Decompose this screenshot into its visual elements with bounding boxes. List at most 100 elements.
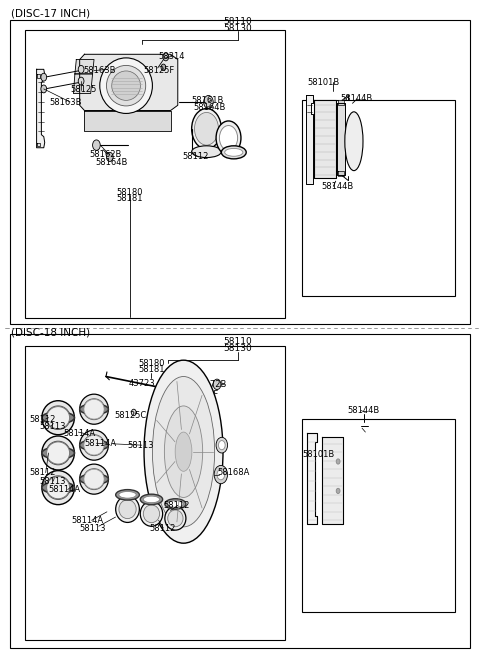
Text: 58163B: 58163B xyxy=(83,66,116,75)
Circle shape xyxy=(41,85,47,93)
Ellipse shape xyxy=(80,394,108,424)
Ellipse shape xyxy=(144,505,159,523)
Text: (DISC-17 INCH): (DISC-17 INCH) xyxy=(11,9,90,19)
Ellipse shape xyxy=(112,71,141,100)
Text: 58113: 58113 xyxy=(39,477,65,485)
Ellipse shape xyxy=(42,401,74,435)
Text: 58113: 58113 xyxy=(128,441,154,449)
Text: 58130: 58130 xyxy=(223,344,252,353)
Text: 58181: 58181 xyxy=(117,195,143,203)
Circle shape xyxy=(214,466,228,483)
Ellipse shape xyxy=(345,112,363,171)
Ellipse shape xyxy=(46,476,70,499)
Text: 58168A: 58168A xyxy=(217,468,250,477)
Text: 58144B: 58144B xyxy=(322,183,354,191)
Ellipse shape xyxy=(42,436,74,470)
Ellipse shape xyxy=(175,432,192,472)
Polygon shape xyxy=(75,60,94,74)
Polygon shape xyxy=(80,54,178,111)
Circle shape xyxy=(207,402,214,411)
Bar xyxy=(302,100,456,296)
Ellipse shape xyxy=(84,399,105,420)
Polygon shape xyxy=(337,171,344,176)
Ellipse shape xyxy=(42,471,74,504)
Circle shape xyxy=(163,53,168,61)
Bar xyxy=(10,20,470,324)
Circle shape xyxy=(218,441,225,450)
Circle shape xyxy=(93,140,100,151)
Text: 58144B: 58144B xyxy=(340,94,373,103)
Circle shape xyxy=(78,66,84,73)
Circle shape xyxy=(204,112,211,122)
Ellipse shape xyxy=(140,501,163,526)
Ellipse shape xyxy=(116,489,139,500)
Circle shape xyxy=(216,438,228,453)
Bar xyxy=(302,419,456,612)
Ellipse shape xyxy=(80,404,108,415)
Text: 58112: 58112 xyxy=(29,415,56,424)
Polygon shape xyxy=(73,74,93,94)
Circle shape xyxy=(336,488,340,493)
Ellipse shape xyxy=(46,441,70,465)
Ellipse shape xyxy=(80,464,108,494)
Ellipse shape xyxy=(46,406,70,430)
Text: 58144B: 58144B xyxy=(348,406,380,415)
Polygon shape xyxy=(323,438,343,523)
Ellipse shape xyxy=(119,500,136,519)
Ellipse shape xyxy=(194,113,218,145)
Text: 58112: 58112 xyxy=(182,152,209,160)
Circle shape xyxy=(336,459,340,464)
Ellipse shape xyxy=(165,498,186,509)
Polygon shape xyxy=(37,74,40,78)
Polygon shape xyxy=(337,100,344,105)
Polygon shape xyxy=(314,100,336,178)
Text: 58114A: 58114A xyxy=(48,485,81,494)
Ellipse shape xyxy=(221,146,246,159)
Bar xyxy=(24,346,286,640)
Text: 58164B: 58164B xyxy=(96,159,128,167)
Text: 58112: 58112 xyxy=(149,523,175,533)
Text: 58101B: 58101B xyxy=(307,78,339,87)
Circle shape xyxy=(213,379,221,390)
Circle shape xyxy=(161,64,166,71)
Ellipse shape xyxy=(144,360,223,543)
Text: 58314: 58314 xyxy=(158,52,185,61)
Ellipse shape xyxy=(84,435,105,456)
Text: 58181: 58181 xyxy=(138,365,165,375)
Text: 58101B: 58101B xyxy=(302,451,335,459)
Ellipse shape xyxy=(192,146,221,158)
Bar xyxy=(10,334,470,648)
Text: 43723: 43723 xyxy=(129,379,156,388)
Ellipse shape xyxy=(140,494,163,504)
Circle shape xyxy=(78,77,84,85)
Ellipse shape xyxy=(192,109,221,149)
Ellipse shape xyxy=(42,447,74,459)
Ellipse shape xyxy=(219,126,238,151)
Text: 58162B: 58162B xyxy=(89,151,121,159)
Polygon shape xyxy=(306,96,313,183)
Ellipse shape xyxy=(216,121,241,155)
Text: 58110: 58110 xyxy=(223,337,252,346)
Ellipse shape xyxy=(80,474,108,484)
Polygon shape xyxy=(84,111,170,132)
Ellipse shape xyxy=(42,481,74,493)
Text: 58113: 58113 xyxy=(80,523,106,533)
Text: (DISC-18 INCH): (DISC-18 INCH) xyxy=(11,328,90,338)
Circle shape xyxy=(132,409,136,416)
Text: 58164B: 58164B xyxy=(193,103,226,113)
Ellipse shape xyxy=(80,440,108,451)
Text: 58125F: 58125F xyxy=(144,66,175,75)
Bar xyxy=(24,30,286,318)
Text: 58110: 58110 xyxy=(223,17,252,26)
Circle shape xyxy=(41,73,47,81)
Text: 58172B: 58172B xyxy=(194,380,227,389)
Text: 58113: 58113 xyxy=(39,422,65,432)
Text: 58130: 58130 xyxy=(223,24,252,33)
Ellipse shape xyxy=(42,412,74,424)
Text: 58180: 58180 xyxy=(117,188,143,196)
Text: 58112: 58112 xyxy=(29,468,56,477)
Ellipse shape xyxy=(84,436,104,455)
Ellipse shape xyxy=(225,149,243,157)
Ellipse shape xyxy=(168,500,183,507)
Ellipse shape xyxy=(168,510,183,527)
